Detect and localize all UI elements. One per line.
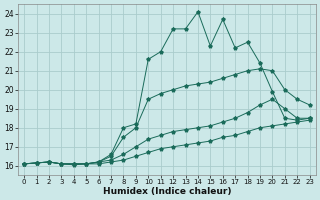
X-axis label: Humidex (Indice chaleur): Humidex (Indice chaleur) [103, 187, 231, 196]
